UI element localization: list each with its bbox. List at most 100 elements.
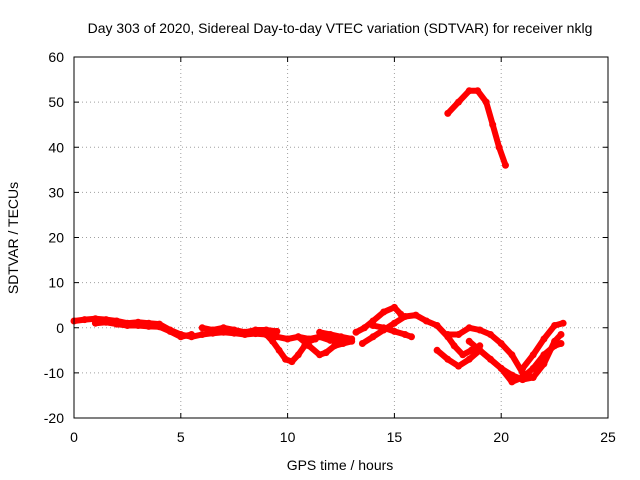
y-tick-label: 20 <box>48 230 64 246</box>
data-point <box>326 331 334 338</box>
data-point <box>487 355 494 363</box>
grid <box>74 57 608 418</box>
data-point <box>467 346 475 354</box>
data-point <box>177 333 185 341</box>
data-point <box>508 351 516 359</box>
data-point <box>529 351 537 359</box>
x-tick-label: 15 <box>387 429 403 445</box>
data-point <box>288 358 296 366</box>
data-point <box>540 360 548 368</box>
data-point <box>495 143 503 151</box>
data-point <box>166 327 174 335</box>
data-point <box>188 331 195 338</box>
data-point <box>497 340 505 347</box>
data-point <box>390 327 398 335</box>
data-point <box>444 109 452 117</box>
data-point <box>294 351 302 359</box>
x-tick-label: 10 <box>280 429 296 445</box>
data-point <box>455 98 462 106</box>
data-point <box>540 335 548 343</box>
data-point <box>220 324 227 332</box>
data-point <box>113 320 121 328</box>
data-point <box>465 324 473 332</box>
data-point <box>134 322 142 329</box>
data-point <box>455 362 462 370</box>
data-point <box>459 351 467 359</box>
data-point <box>252 326 260 334</box>
data-point <box>331 342 339 350</box>
y-tick-label: 10 <box>48 275 64 291</box>
data-point <box>551 322 559 329</box>
data-point <box>476 346 484 354</box>
data-point <box>465 337 473 345</box>
data-point <box>269 337 277 345</box>
data-point <box>198 324 206 332</box>
data-point <box>412 311 420 319</box>
data-point <box>474 87 482 95</box>
data-point <box>273 333 281 341</box>
data-point <box>311 335 319 343</box>
data-point <box>294 333 302 341</box>
data-point <box>476 326 484 334</box>
series-track-14 <box>444 87 509 169</box>
series-track-9 <box>369 322 415 341</box>
data-point <box>339 340 347 347</box>
series-track-11 <box>444 324 537 381</box>
series-track-13 <box>519 319 567 372</box>
data-point <box>557 340 565 347</box>
data-point <box>450 342 458 350</box>
data-point <box>123 322 131 329</box>
series-track-3 <box>198 324 281 336</box>
data-point <box>489 121 497 129</box>
data-point <box>390 319 398 327</box>
data-point <box>284 335 292 343</box>
data-point <box>145 322 153 330</box>
series-line <box>316 329 355 342</box>
data-point <box>455 331 462 338</box>
y-axis-label: SDTVAR / TECUs <box>5 182 21 294</box>
data-point <box>401 331 409 338</box>
data-point <box>352 328 360 336</box>
data-point <box>508 371 516 379</box>
data-series <box>70 87 567 386</box>
data-point <box>198 331 206 338</box>
data-point <box>444 355 452 363</box>
chart-title: Day 303 of 2020, Sidereal Day-to-day VTE… <box>88 20 593 36</box>
data-point <box>557 331 565 338</box>
series-track-2 <box>91 318 195 341</box>
data-point <box>322 349 330 357</box>
data-point <box>519 364 527 372</box>
x-tick-label: 0 <box>70 429 78 445</box>
data-point <box>497 364 505 372</box>
data-point <box>559 319 567 327</box>
data-point <box>380 324 388 332</box>
y-tick-label: 30 <box>48 184 64 200</box>
data-point <box>502 161 509 169</box>
y-tick-label: 50 <box>48 94 64 110</box>
axis-ticks: 0 5 10 15 20 25 -20 -10 0 10 20 30 40 50 60 <box>44 49 616 445</box>
series-track-5 <box>294 333 356 359</box>
data-point <box>380 308 388 316</box>
data-point <box>262 331 270 338</box>
y-tick-label: 40 <box>48 139 64 155</box>
series-track-6 <box>316 328 356 343</box>
data-point <box>369 322 377 329</box>
x-tick-label: 20 <box>493 429 509 445</box>
x-axis-label: GPS time / hours <box>287 457 394 473</box>
y-tick-label: -10 <box>44 365 64 381</box>
data-point <box>433 346 441 354</box>
data-point <box>369 333 377 341</box>
data-point <box>390 303 398 311</box>
data-point <box>487 331 494 338</box>
x-tick-label: 5 <box>177 429 185 445</box>
data-point <box>519 376 527 384</box>
data-point <box>326 336 334 344</box>
data-point <box>348 335 356 343</box>
data-point <box>422 317 430 325</box>
data-point <box>361 324 368 332</box>
y-tick-label: -20 <box>44 410 64 426</box>
data-point <box>230 326 238 334</box>
y-tick-label: 0 <box>56 320 64 336</box>
